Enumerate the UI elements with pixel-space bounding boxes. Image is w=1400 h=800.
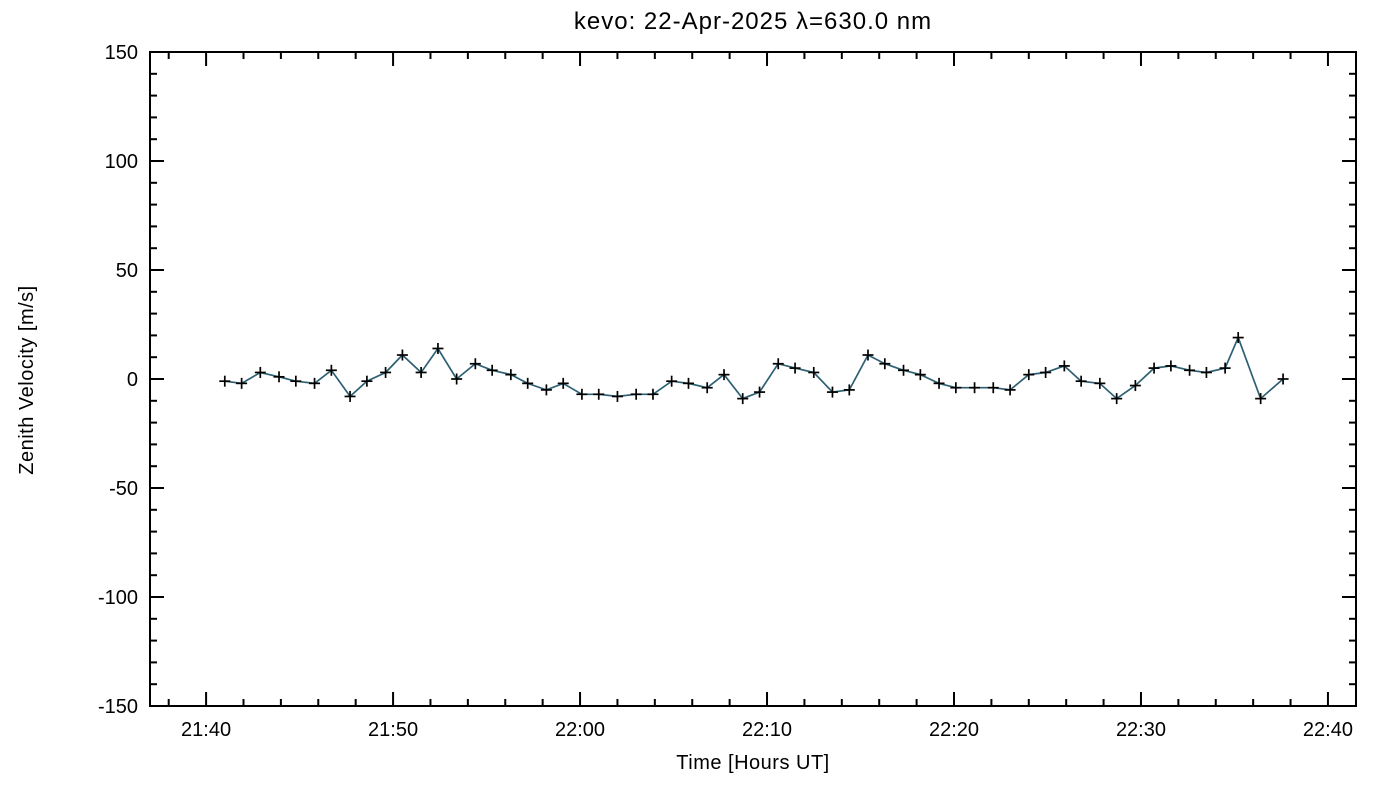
svg-text:22:00: 22:00 [555,719,605,741]
svg-text:22:10: 22:10 [742,719,792,741]
svg-text:-150: -150 [98,696,138,718]
svg-text:100: 100 [105,151,138,173]
chart-title: kevo: 22-Apr-2025 λ=630.0 nm [573,8,933,35]
svg-text:-50: -50 [109,478,138,500]
svg-text:50: 50 [116,260,138,282]
y-axis-label: Zenith Velocity [m/s] [16,285,38,475]
svg-text:150: 150 [105,42,138,64]
svg-text:22:40: 22:40 [1303,719,1353,741]
svg-text:-100: -100 [98,587,138,609]
svg-text:21:50: 21:50 [368,719,418,741]
svg-text:22:20: 22:20 [929,719,979,741]
x-axis-label: Time [Hours UT] [676,752,830,774]
svg-text:22:30: 22:30 [1116,719,1166,741]
svg-text:21:40: 21:40 [181,719,231,741]
svg-text:0: 0 [127,369,138,391]
